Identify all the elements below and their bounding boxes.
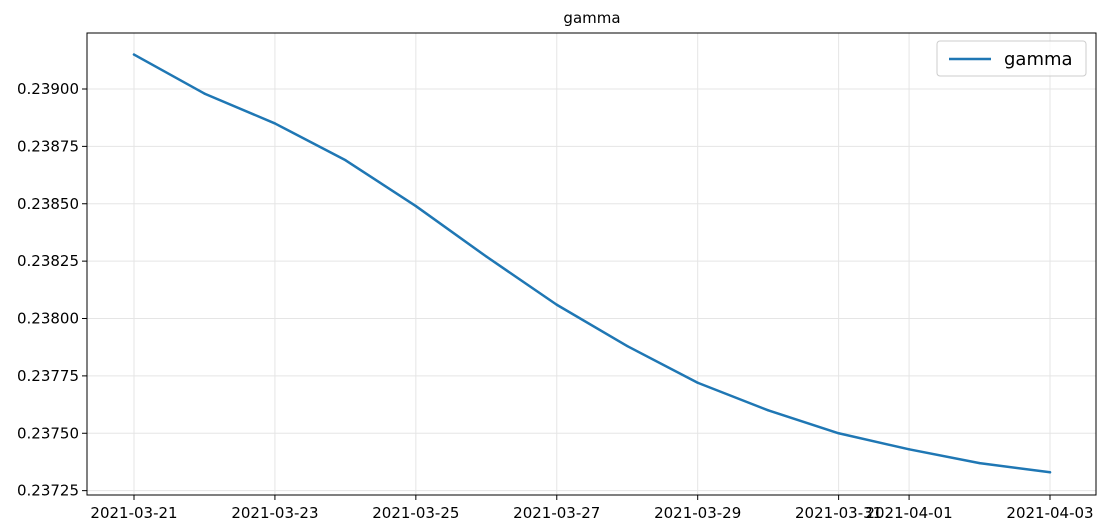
grid xyxy=(87,33,1096,495)
y-tick-label: 0.23825 xyxy=(17,252,79,270)
x-tick-label: 2021-03-29 xyxy=(654,504,741,522)
data-point xyxy=(626,344,629,348)
series-layer xyxy=(132,53,1052,474)
series-line-gamma xyxy=(132,53,1052,474)
data-point xyxy=(837,432,840,435)
data-point xyxy=(203,92,206,95)
legend-box xyxy=(936,40,1087,77)
data-point xyxy=(485,255,488,258)
data-point xyxy=(766,409,770,412)
x-tick-label: 2021-03-25 xyxy=(372,504,459,522)
legend: gamma xyxy=(936,40,1087,77)
data-point xyxy=(1048,471,1052,474)
y-tick-label: 0.23775 xyxy=(17,367,79,385)
chart-title: gamma xyxy=(563,9,620,27)
y-tick-label: 0.23800 xyxy=(17,310,79,328)
x-tick-label: 2021-04-01 xyxy=(865,504,952,522)
y-tick-label: 0.23725 xyxy=(17,482,79,500)
y-tick-label: 0.23850 xyxy=(17,195,79,213)
data-point xyxy=(907,448,911,451)
legend-label: gamma xyxy=(1004,49,1073,70)
data-point xyxy=(696,381,699,384)
x-tick-label: 2021-03-23 xyxy=(231,504,318,522)
y-tick-label: 0.23750 xyxy=(17,424,79,442)
data-point xyxy=(978,461,981,465)
data-point xyxy=(132,53,136,56)
y-tick-label: 0.23900 xyxy=(17,80,79,98)
axes: 2021-03-21 2021-03-23 2021-03-25 2021-03-27… xyxy=(17,32,1097,522)
data-point xyxy=(273,122,277,125)
data-point xyxy=(555,303,558,306)
x-tick-label: 2021-03-31 xyxy=(795,504,882,522)
y-tick-label: 0.23875 xyxy=(17,137,79,155)
x-tick-label: 2021-03-27 xyxy=(513,504,600,522)
data-point xyxy=(344,158,347,162)
data-point xyxy=(414,204,418,208)
x-tick-label: 2021-04-03 xyxy=(1006,504,1093,522)
plot-frame xyxy=(86,32,1097,496)
x-tick-label: 2021-03-21 xyxy=(90,504,177,522)
